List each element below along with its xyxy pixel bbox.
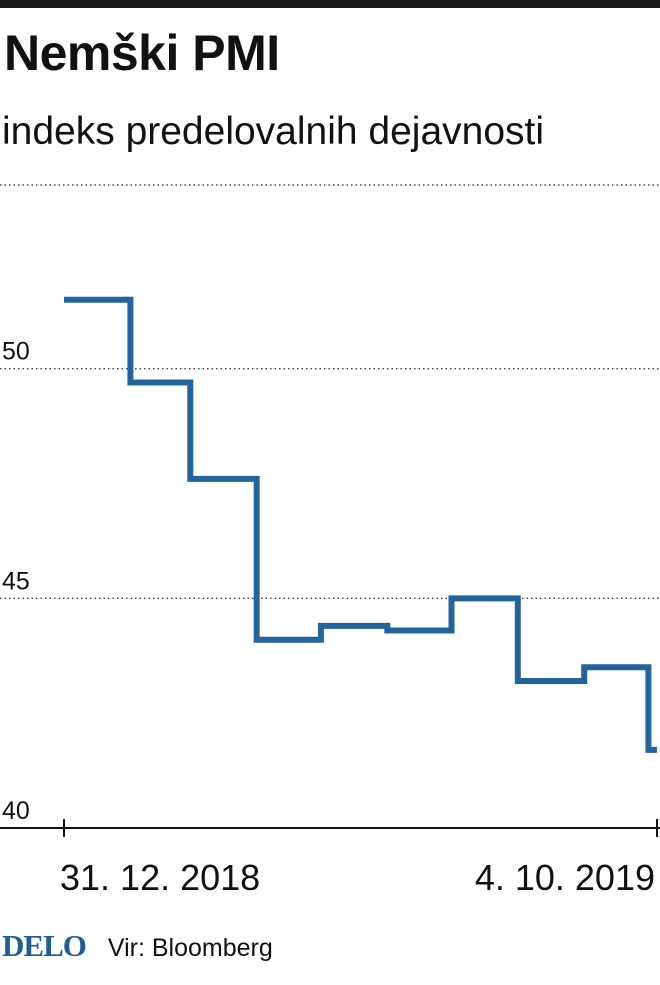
gridlines [0,184,660,600]
series-line [63,296,658,753]
chart-subtitle: indeks predelovalnih dejavnosti [2,110,545,153]
pmi-step-line [64,296,657,753]
y-tick-label-40: 40 [2,797,30,825]
y-tick-label-45: 45 [2,567,30,595]
x-tick-label-1: 4. 10. 2019 [475,857,655,898]
x-tick-label-0: 31. 12. 2018 [60,857,260,898]
footer: DELO Vir: Bloomberg [0,928,273,968]
delo-logo: DELO [2,928,87,963]
source-note: Vir: Bloomberg [107,934,273,962]
y-axis-ticks: 50 45 40 [2,338,30,825]
top-rule [0,0,660,8]
chart-title: Nemški PMI [4,25,280,81]
x-axis: 31. 12. 2018 4. 10. 2019 [0,819,660,898]
y-tick-label-50: 50 [2,338,30,366]
